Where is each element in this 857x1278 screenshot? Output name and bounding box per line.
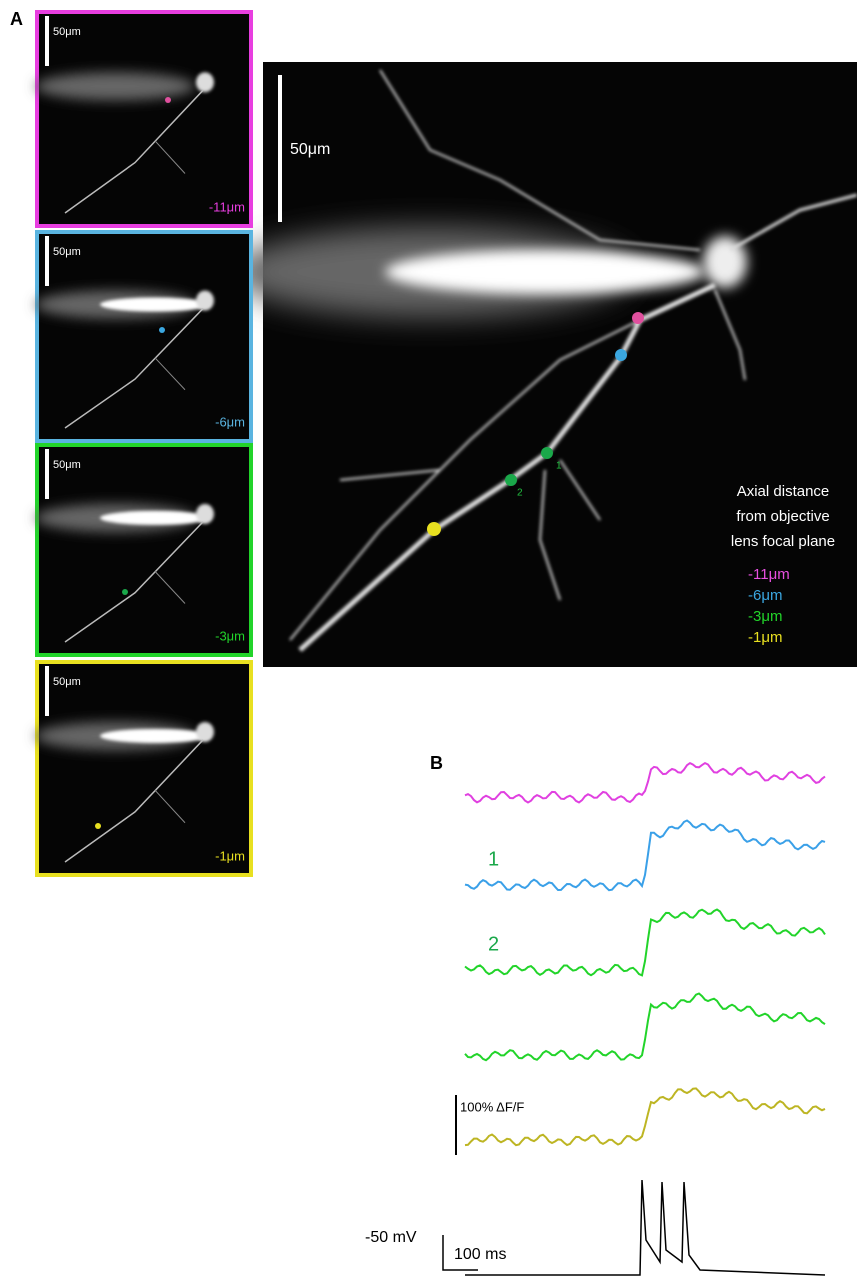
scale-bar <box>45 236 49 286</box>
legend-title: from objective <box>736 508 829 525</box>
depth-label: -11μm <box>209 199 245 214</box>
scale-label: 50μm <box>53 246 81 258</box>
dot-label: 2 <box>517 488 523 499</box>
pipette <box>385 250 705 294</box>
inset: 50μm -3μm <box>35 445 251 655</box>
pipette <box>100 298 210 312</box>
soma <box>196 72 214 92</box>
scale-label: 50μm <box>290 141 330 158</box>
depth-label: -6μm <box>215 414 245 429</box>
scale-bar <box>45 16 49 66</box>
dot <box>122 589 128 595</box>
dot <box>541 447 553 459</box>
dot <box>427 522 441 536</box>
time-scale-label: 100 ms <box>454 1246 506 1263</box>
panel-label: A <box>10 9 23 29</box>
dot <box>505 474 517 486</box>
pipette <box>100 729 210 743</box>
voltage-label: -50 mV <box>365 1229 417 1246</box>
soma <box>196 291 214 311</box>
dot <box>632 312 644 324</box>
dot <box>159 327 165 333</box>
voltage-trace <box>465 1180 825 1275</box>
inset: 50μm -1μm <box>35 662 251 875</box>
depth-label: -1μm <box>215 848 245 863</box>
trace <box>465 1088 825 1145</box>
pipette <box>100 511 210 525</box>
soma <box>196 722 214 742</box>
trace-label: 1 <box>488 848 499 870</box>
scale-label: 50μm <box>53 26 81 38</box>
legend-entry: -1μm <box>748 629 782 646</box>
scale-label: 50μm <box>53 459 81 471</box>
scale-bar <box>278 75 282 222</box>
figure: A 50μm 1 2 Axial distance from objective… <box>0 0 857 1278</box>
dot-label: 1 <box>556 461 562 472</box>
pipette-glow <box>35 72 195 100</box>
inset-frame <box>37 232 251 441</box>
scale-bar <box>45 666 49 716</box>
inset-frame <box>37 445 251 655</box>
depth-label: -3μm <box>215 628 245 643</box>
dot <box>165 97 171 103</box>
trace-label: 2 <box>488 933 499 955</box>
inset-frame <box>37 662 251 875</box>
inset-frame <box>37 12 251 226</box>
scale-bar <box>45 449 49 499</box>
trace <box>465 994 825 1061</box>
main-image: 50μm 1 2 Axial distance from objective l… <box>230 62 857 667</box>
trace <box>465 910 825 976</box>
panel-label: B <box>430 753 443 773</box>
traces <box>465 763 825 1275</box>
dot <box>615 349 627 361</box>
insets: 50μm -11μm 50μm -6μm 50μm -3μm 50μm -1μm <box>35 12 251 875</box>
legend-entry: -6μm <box>748 587 782 604</box>
legend-title: lens focal plane <box>731 533 835 550</box>
legend-title: Axial distance <box>737 483 830 500</box>
inset: 50μm -6μm <box>35 232 251 441</box>
dot <box>95 823 101 829</box>
scale-label: 100% ΔF/F <box>460 1099 524 1114</box>
legend-entry: -11μm <box>748 566 790 583</box>
trace <box>465 821 825 891</box>
soma <box>196 504 214 524</box>
inset: 50μm -11μm <box>35 12 251 226</box>
page: {"panel_a": {"label": "A", "insets": [ {… <box>0 0 857 1278</box>
trace <box>465 763 825 802</box>
scale-label: 50μm <box>53 676 81 688</box>
legend-entry: -3μm <box>748 608 782 625</box>
